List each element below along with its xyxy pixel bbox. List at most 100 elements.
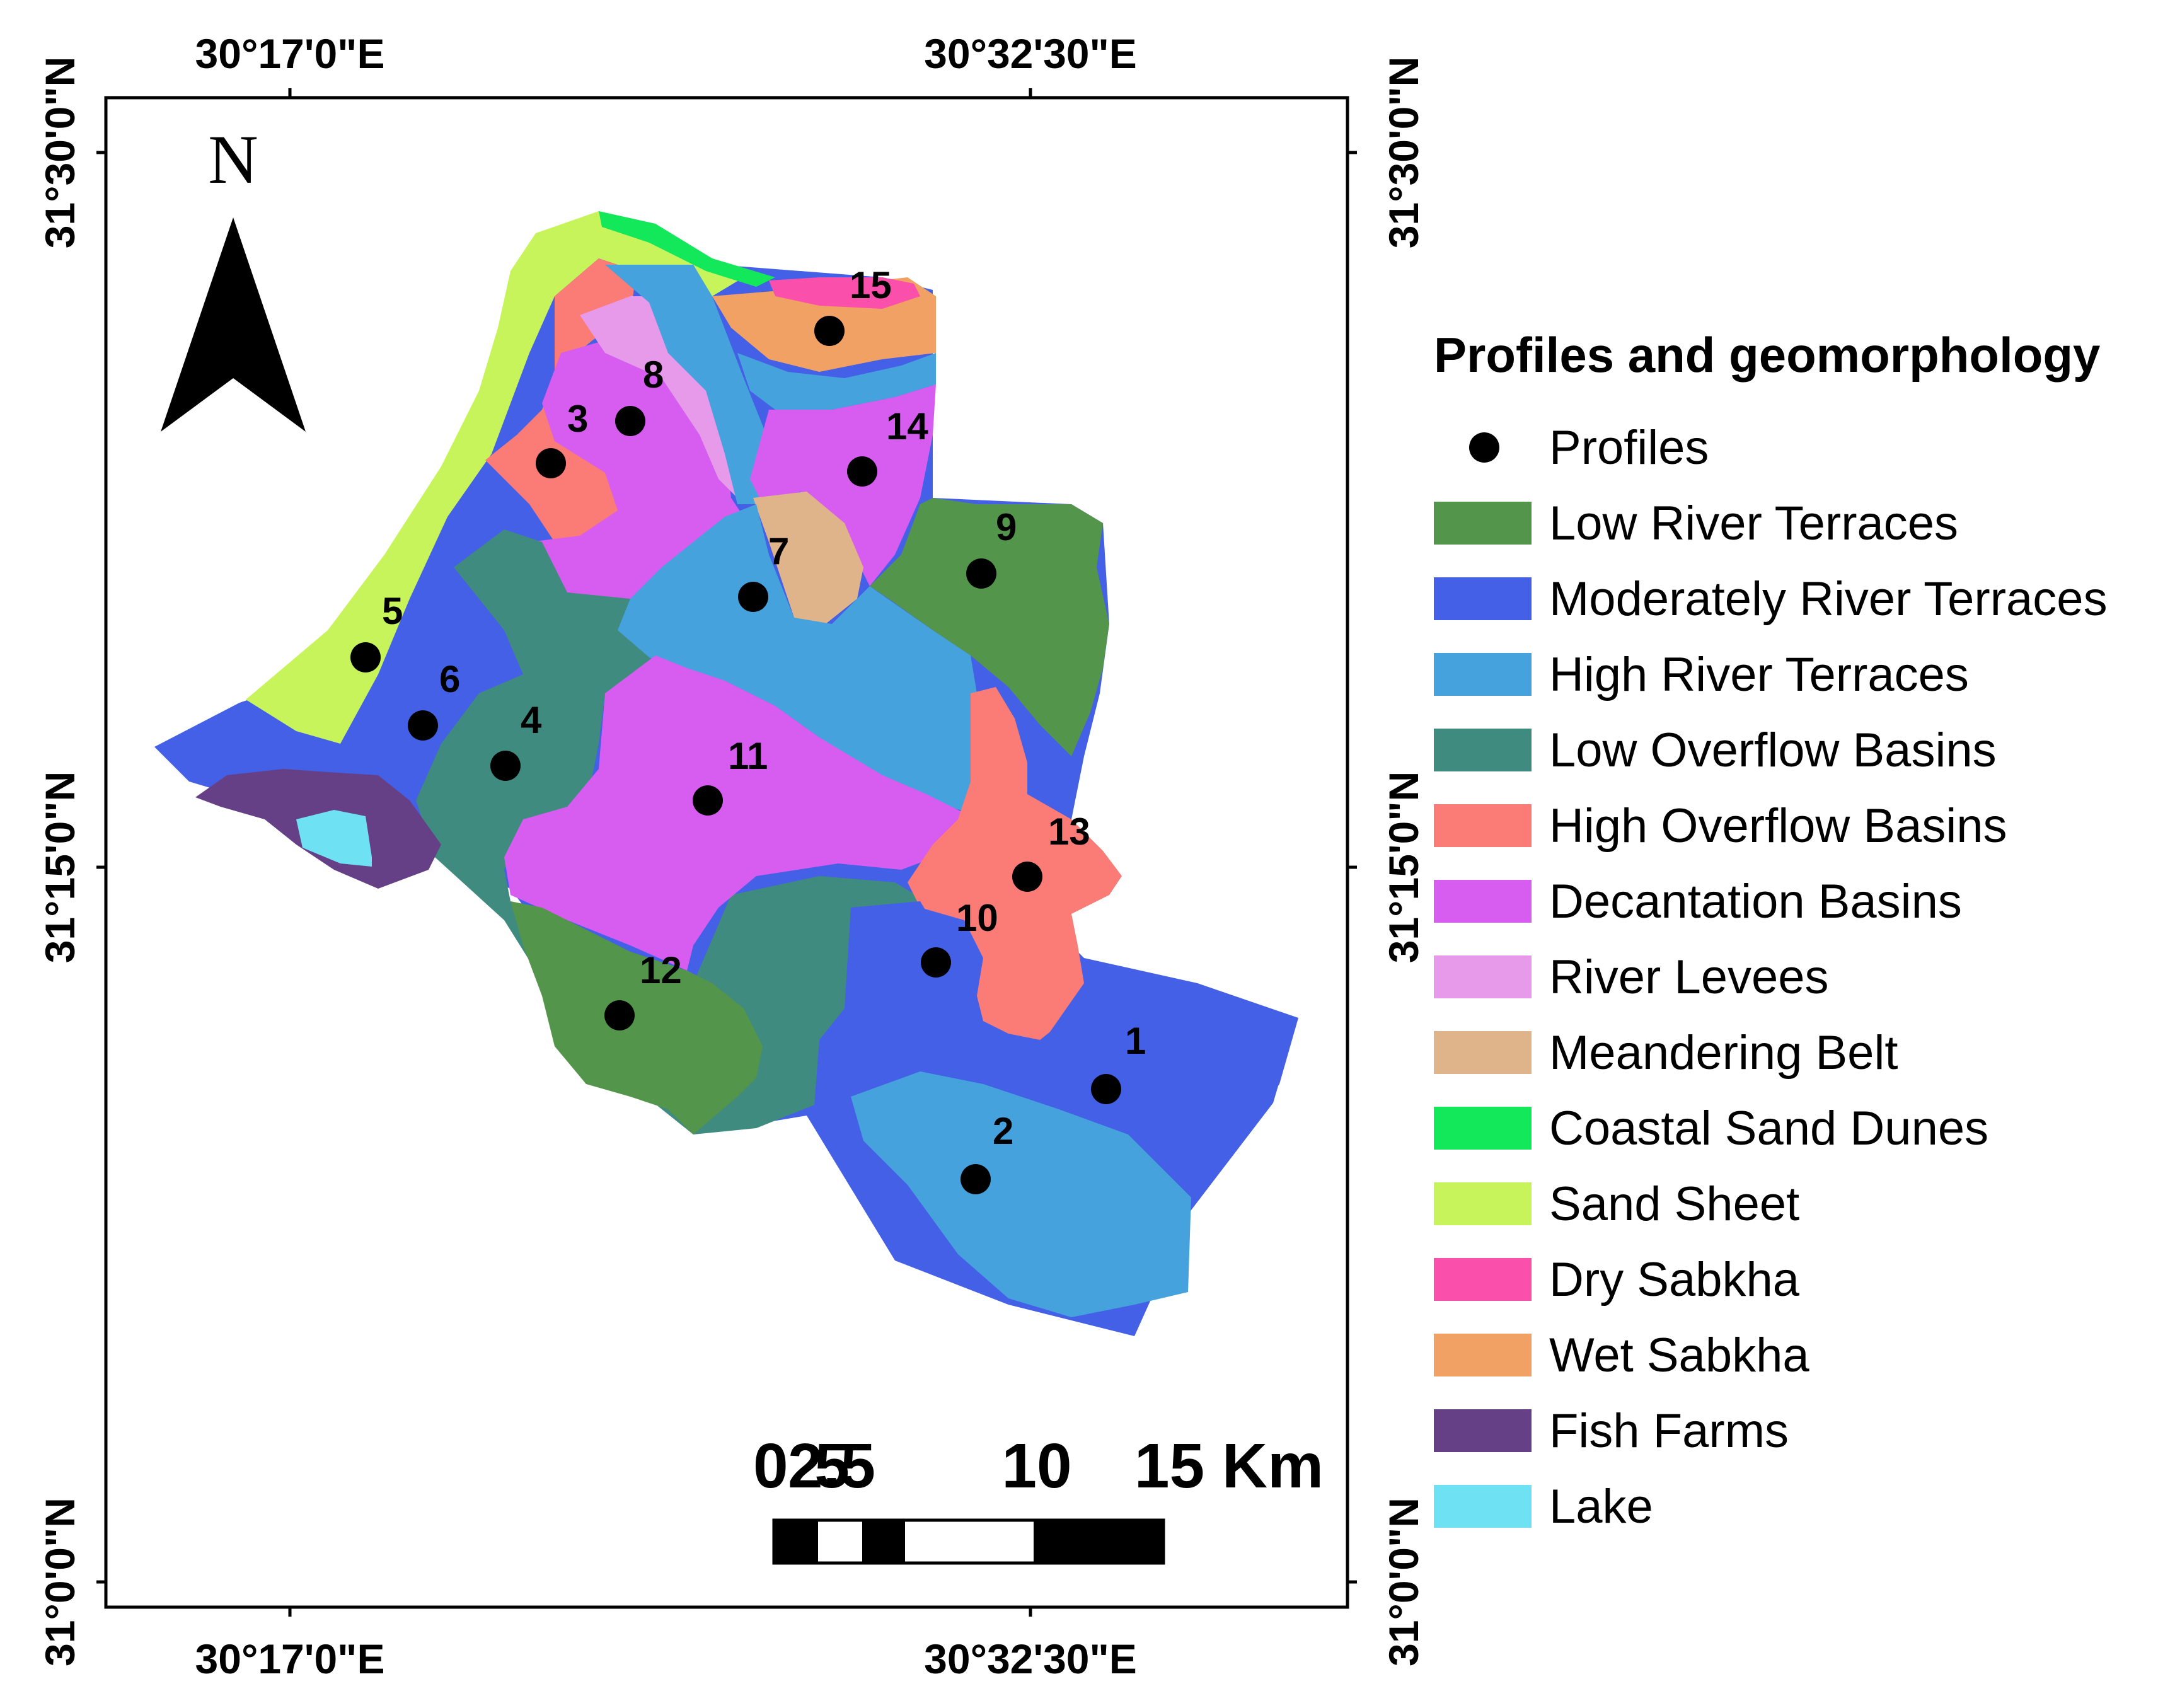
north-arrow-icon xyxy=(161,217,306,432)
lon-label-bottom-east: 30°32'30"E xyxy=(924,1636,1137,1682)
scale-label-15-km: 15 Km xyxy=(1134,1431,1324,1501)
profile-label-12: 12 xyxy=(640,949,682,991)
profile-label-15: 15 xyxy=(850,264,892,306)
legend-swatch-low-overflow-basins xyxy=(1434,729,1532,771)
legend-title: Profiles and geomorphology xyxy=(1434,327,2100,383)
profile-label-7: 7 xyxy=(768,530,789,572)
profile-label-4: 4 xyxy=(521,699,542,741)
unit-dry-sabkha xyxy=(769,277,920,309)
lon-label-bottom-west: 30°17'0"E xyxy=(195,1636,385,1682)
legend-swatch-decantation-basins xyxy=(1434,880,1532,923)
legend-label-moderately-river-terraces: Moderately River Terraces xyxy=(1549,572,2108,626)
unit-high-overflow-basins-e xyxy=(908,687,1122,1040)
legend-label-decantation-basins: Decantation Basins xyxy=(1549,875,1962,928)
profile-points xyxy=(350,316,1121,1194)
legend-swatch-wet-sabkha xyxy=(1434,1334,1532,1376)
profile-label-2: 2 xyxy=(993,1110,1013,1152)
profile-point-1[interactable] xyxy=(1091,1074,1121,1104)
legend-label-coastal-sand-dunes: Coastal Sand Dunes xyxy=(1549,1102,1988,1155)
unit-high-river-terraces-n xyxy=(605,265,800,504)
unit-high-river-terraces-s xyxy=(851,1071,1191,1317)
legend-swatch-river-levees xyxy=(1434,955,1532,998)
lat-label-left-south: 31°0'0"N xyxy=(37,1497,83,1666)
profile-label-8: 8 xyxy=(643,354,664,396)
unit-lake xyxy=(296,810,372,867)
profile-point-3[interactable] xyxy=(536,448,566,478)
lon-label-top-east: 30°32'30"E xyxy=(924,30,1137,77)
lat-label-right-south: 31°0'0"N xyxy=(1380,1497,1427,1666)
unit-coastal-sand-dunes xyxy=(599,211,775,287)
profile-point-10[interactable] xyxy=(921,947,951,978)
profile-label-10: 10 xyxy=(956,897,998,939)
profile-label-1: 1 xyxy=(1125,1020,1146,1062)
legend-label-low-overflow-basins: Low Overflow Basins xyxy=(1549,724,1997,777)
profile-label-14: 14 xyxy=(886,405,928,447)
scale-label-0: 0 xyxy=(753,1431,788,1501)
legend-label-sand-sheet: Sand Sheet xyxy=(1549,1177,1799,1231)
profile-labels: 1 2 3 4 5 6 7 8 9 10 11 12 13 14 15 xyxy=(382,264,1146,1152)
scale-seg-1 xyxy=(774,1520,818,1563)
legend-label-low-river-terraces: Low River Terraces xyxy=(1549,497,1958,550)
unit-sand-sheet xyxy=(246,211,744,744)
legend-label-dry-sabkha: Dry Sabkha xyxy=(1549,1253,1800,1307)
lon-label-top-west: 30°17'0"E xyxy=(195,30,385,77)
legend-swatch-low-river-terraces xyxy=(1434,502,1532,545)
profile-point-4[interactable] xyxy=(490,751,521,781)
profile-label-3: 3 xyxy=(567,398,588,440)
lat-label-right-middle: 31°15'0"N xyxy=(1380,771,1427,964)
profile-point-2[interactable] xyxy=(961,1164,991,1194)
legend-label-high-river-terraces: High River Terraces xyxy=(1549,648,1969,701)
legend-items: Profiles Low River Terraces Moderately Riv… xyxy=(1434,421,2108,1533)
legend-symbol-profiles xyxy=(1469,432,1499,463)
unit-low-river-terraces-s xyxy=(511,901,763,1134)
legend-swatch-high-river-terraces xyxy=(1434,653,1532,696)
profile-point-12[interactable] xyxy=(604,1000,635,1030)
legend-swatch-dry-sabkha xyxy=(1434,1258,1532,1301)
profile-point-6[interactable] xyxy=(408,710,438,741)
lat-label-left-north: 31°30'0"N xyxy=(37,57,83,249)
unit-high-river-terraces-c xyxy=(611,504,977,813)
legend-label-lake: Lake xyxy=(1549,1480,1653,1533)
unit-low-river-terraces-ne xyxy=(870,498,1109,756)
north-arrow: N xyxy=(161,121,306,432)
profile-label-6: 6 xyxy=(439,658,460,700)
unit-decantation-basins-ne xyxy=(750,384,936,586)
legend-swatch-moderately-river-terraces xyxy=(1434,577,1532,620)
profile-point-9[interactable] xyxy=(966,558,996,589)
graticule-ticks xyxy=(96,88,1357,1617)
legend-swatch-meandering-belt xyxy=(1434,1031,1532,1074)
scale-bar: 0 2.5 5 10 15 Km xyxy=(753,1431,1324,1565)
legend-label-high-overflow-basins: High Overflow Basins xyxy=(1549,799,2007,853)
legend-swatch-coastal-sand-dunes xyxy=(1434,1107,1532,1150)
profile-label-13: 13 xyxy=(1048,811,1090,853)
legend-label-wet-sabkha: Wet Sabkha xyxy=(1549,1329,1809,1382)
lat-label-right-north: 31°30'0"N xyxy=(1380,57,1427,249)
profile-label-11: 11 xyxy=(728,735,768,777)
north-label: N xyxy=(208,121,258,198)
profile-point-7[interactable] xyxy=(738,582,768,612)
profile-point-8[interactable] xyxy=(615,406,645,436)
profile-point-5[interactable] xyxy=(350,642,381,672)
legend: Profiles and geomorphology Profiles Low R… xyxy=(1434,327,2108,1533)
profile-point-14[interactable] xyxy=(847,456,877,487)
profile-label-9: 9 xyxy=(996,506,1017,548)
profile-point-11[interactable] xyxy=(693,785,723,816)
legend-label-fish-farms: Fish Farms xyxy=(1549,1404,1789,1458)
unit-high-river-terraces-band xyxy=(737,353,936,410)
lat-label-left-middle: 31°15'0"N xyxy=(37,771,83,964)
legend-label-river-levees: River Levees xyxy=(1549,950,1829,1004)
scale-label-5: 5 xyxy=(814,1431,850,1501)
legend-swatch-sand-sheet xyxy=(1434,1182,1532,1225)
legend-label-meandering-belt: Meandering Belt xyxy=(1549,1026,1898,1080)
geomorphology-units xyxy=(154,211,1298,1336)
legend-label-profiles: Profiles xyxy=(1549,421,1709,475)
scale-seg-5 xyxy=(1034,1520,1163,1563)
legend-swatch-fish-farms xyxy=(1434,1409,1532,1452)
profile-point-13[interactable] xyxy=(1012,862,1042,892)
profile-point-15[interactable] xyxy=(814,316,845,346)
legend-swatch-lake xyxy=(1434,1485,1532,1528)
unit-meandering-belt xyxy=(753,492,863,624)
scale-seg-3 xyxy=(862,1520,905,1563)
scale-label-2-5: 2.5 xyxy=(788,1431,875,1501)
